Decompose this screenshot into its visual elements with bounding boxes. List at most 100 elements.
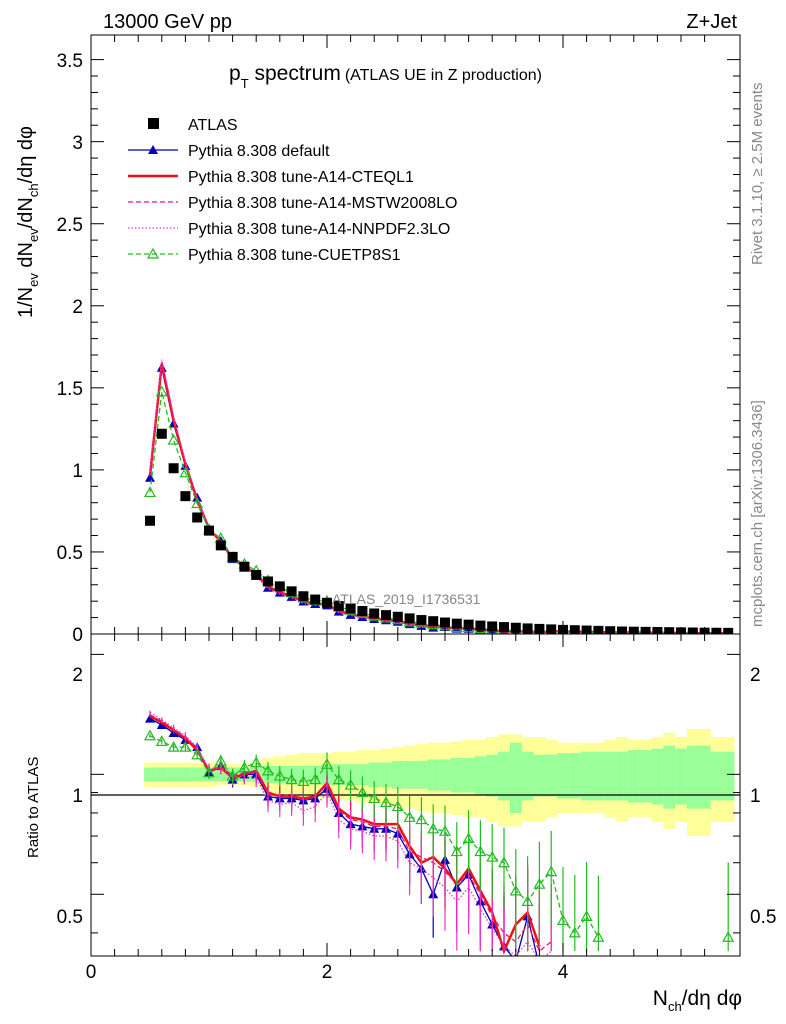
data-point [664,627,675,634]
legend-marker [146,247,160,259]
band-inner [722,751,735,801]
ratio-marker [250,756,263,768]
y-tick-label-3: 3 [72,133,83,154]
ratio-marker [509,884,522,896]
ratio-frame [90,633,741,957]
band-inner [368,762,381,787]
data-point [322,597,332,608]
data-point [215,540,226,551]
band-inner [191,767,204,782]
data-point [640,626,651,634]
y-axis-label-ratio: Ratio to ATLAS [25,757,42,858]
ratio-marker [568,926,581,938]
band-inner [391,761,404,789]
y-tick-label-1: 1 [72,461,83,482]
ratio-marker [297,775,310,786]
ratio-marker [285,773,298,785]
band-inner [686,745,699,809]
ratio-marker [534,961,544,970]
mcplots-label: mcplots.cern.ch [arXiv:1306.3436] [749,400,766,627]
band-inner [580,751,593,801]
data-point [723,627,734,634]
data-point [711,627,722,634]
analysis-tag: ATLAS_2019_I1736531 [332,591,481,607]
data-point [369,608,380,619]
y-axis-label-main: 1/Nev dNev/dNch/dη dφ [15,126,41,318]
band-inner [509,742,522,813]
ratio-marker [332,773,345,785]
main-marker [143,486,157,498]
data-point [274,581,285,592]
y-tick-label-0.5: 0.5 [57,543,83,564]
data-point [475,620,486,631]
ratio-marker [320,758,334,769]
ratio-marker [474,845,487,857]
ratio-marker [521,895,534,906]
data-point [298,591,309,602]
ratio-marker [238,761,251,773]
band-inner [474,756,487,795]
data-point [381,610,391,621]
band-inner [498,751,511,801]
band-inner [155,767,168,782]
band-inner [179,767,192,782]
main-marker [145,472,155,482]
y-tick-label-2.5: 2.5 [57,215,83,236]
plot-title-main: p [229,62,241,85]
ratio-marker [145,713,155,723]
ratio-marker [580,910,593,921]
ratio-marker [191,748,204,760]
ratio-marker [344,778,357,790]
legend-label: Pythia 8.308 tune-CUETP8S1 [188,247,401,264]
band-inner [663,745,676,809]
data-point [404,613,415,624]
ratio-marker [403,811,416,822]
ratio-marker [533,877,546,889]
data-point [192,512,203,523]
y-tick-label-0: 0 [72,625,83,646]
data-point [227,551,238,562]
data-point [168,463,179,474]
ratio-tick-label-left-2: 2 [72,665,83,686]
data-point [345,603,356,614]
ratio-line [149,715,541,955]
ratio-tick-label-right-0.5: 0.5 [750,907,776,928]
data-point [569,625,580,634]
ratio-line [149,735,599,938]
ratio-marker [415,813,428,825]
data-point [451,618,462,629]
ratio-marker [486,850,499,862]
band-inner [415,761,428,789]
data-point [145,515,155,526]
main-marker [155,385,168,397]
data-point [333,601,344,612]
ratio-marker [202,766,216,778]
data-point [392,611,403,622]
band-inner [592,751,605,801]
data-point [286,586,297,597]
x-axis-label: Nch/dη dφ [653,987,742,1014]
process-label: Z+Jet [686,11,737,33]
plot-title-sub: T [241,76,249,91]
band-inner [698,745,711,809]
ratio-tick-label-right-1: 1 [750,786,761,807]
band-inner [557,753,570,799]
ratio-marker [368,792,381,804]
tick-marks [90,35,740,956]
band-inner [439,759,452,791]
data-point [239,561,250,572]
x-tick-label-0: 0 [86,962,97,983]
band-inner [651,748,664,805]
energy-label: 13000 GeV pp [103,11,232,33]
ratio-marker [497,856,511,868]
ratio-line [149,711,552,956]
ratio-marker [511,956,521,965]
band-inner [521,751,534,801]
legend-label: Pythia 8.308 tune-A14-CTEQL1 [188,169,414,186]
data-point [463,619,474,630]
band-inner [639,750,652,803]
band-inner [627,750,640,803]
data-point [416,615,427,626]
ratio-marker [273,769,286,781]
band-inner [533,754,546,797]
